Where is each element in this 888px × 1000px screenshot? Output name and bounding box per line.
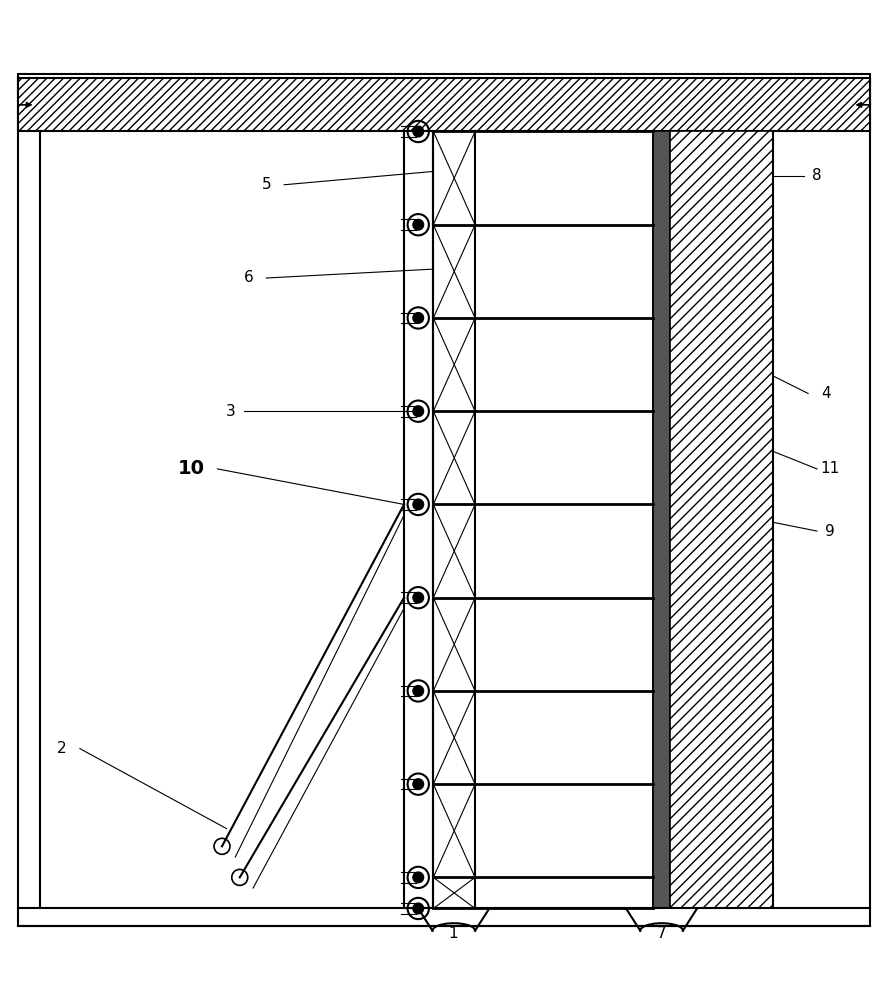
Circle shape <box>413 219 424 230</box>
Text: 7: 7 <box>657 926 666 941</box>
Circle shape <box>413 903 424 914</box>
Text: 10: 10 <box>178 459 204 478</box>
Bar <box>653 131 670 908</box>
Bar <box>18 78 870 131</box>
Text: 4: 4 <box>821 386 830 401</box>
Text: 9: 9 <box>826 524 835 539</box>
Circle shape <box>413 406 424 417</box>
Bar <box>404 131 433 908</box>
Text: 1: 1 <box>448 926 457 941</box>
Circle shape <box>413 126 424 137</box>
Text: 3: 3 <box>226 404 235 419</box>
Bar <box>475 131 653 908</box>
Circle shape <box>413 313 424 323</box>
Text: 2: 2 <box>58 741 67 756</box>
Circle shape <box>413 686 424 696</box>
Text: 11: 11 <box>821 461 840 476</box>
Circle shape <box>413 499 424 510</box>
Circle shape <box>413 592 424 603</box>
Text: 6: 6 <box>244 270 253 285</box>
Circle shape <box>413 872 424 883</box>
Text: 8: 8 <box>813 168 821 183</box>
Bar <box>670 131 773 908</box>
Circle shape <box>413 779 424 789</box>
Text: 5: 5 <box>262 177 271 192</box>
